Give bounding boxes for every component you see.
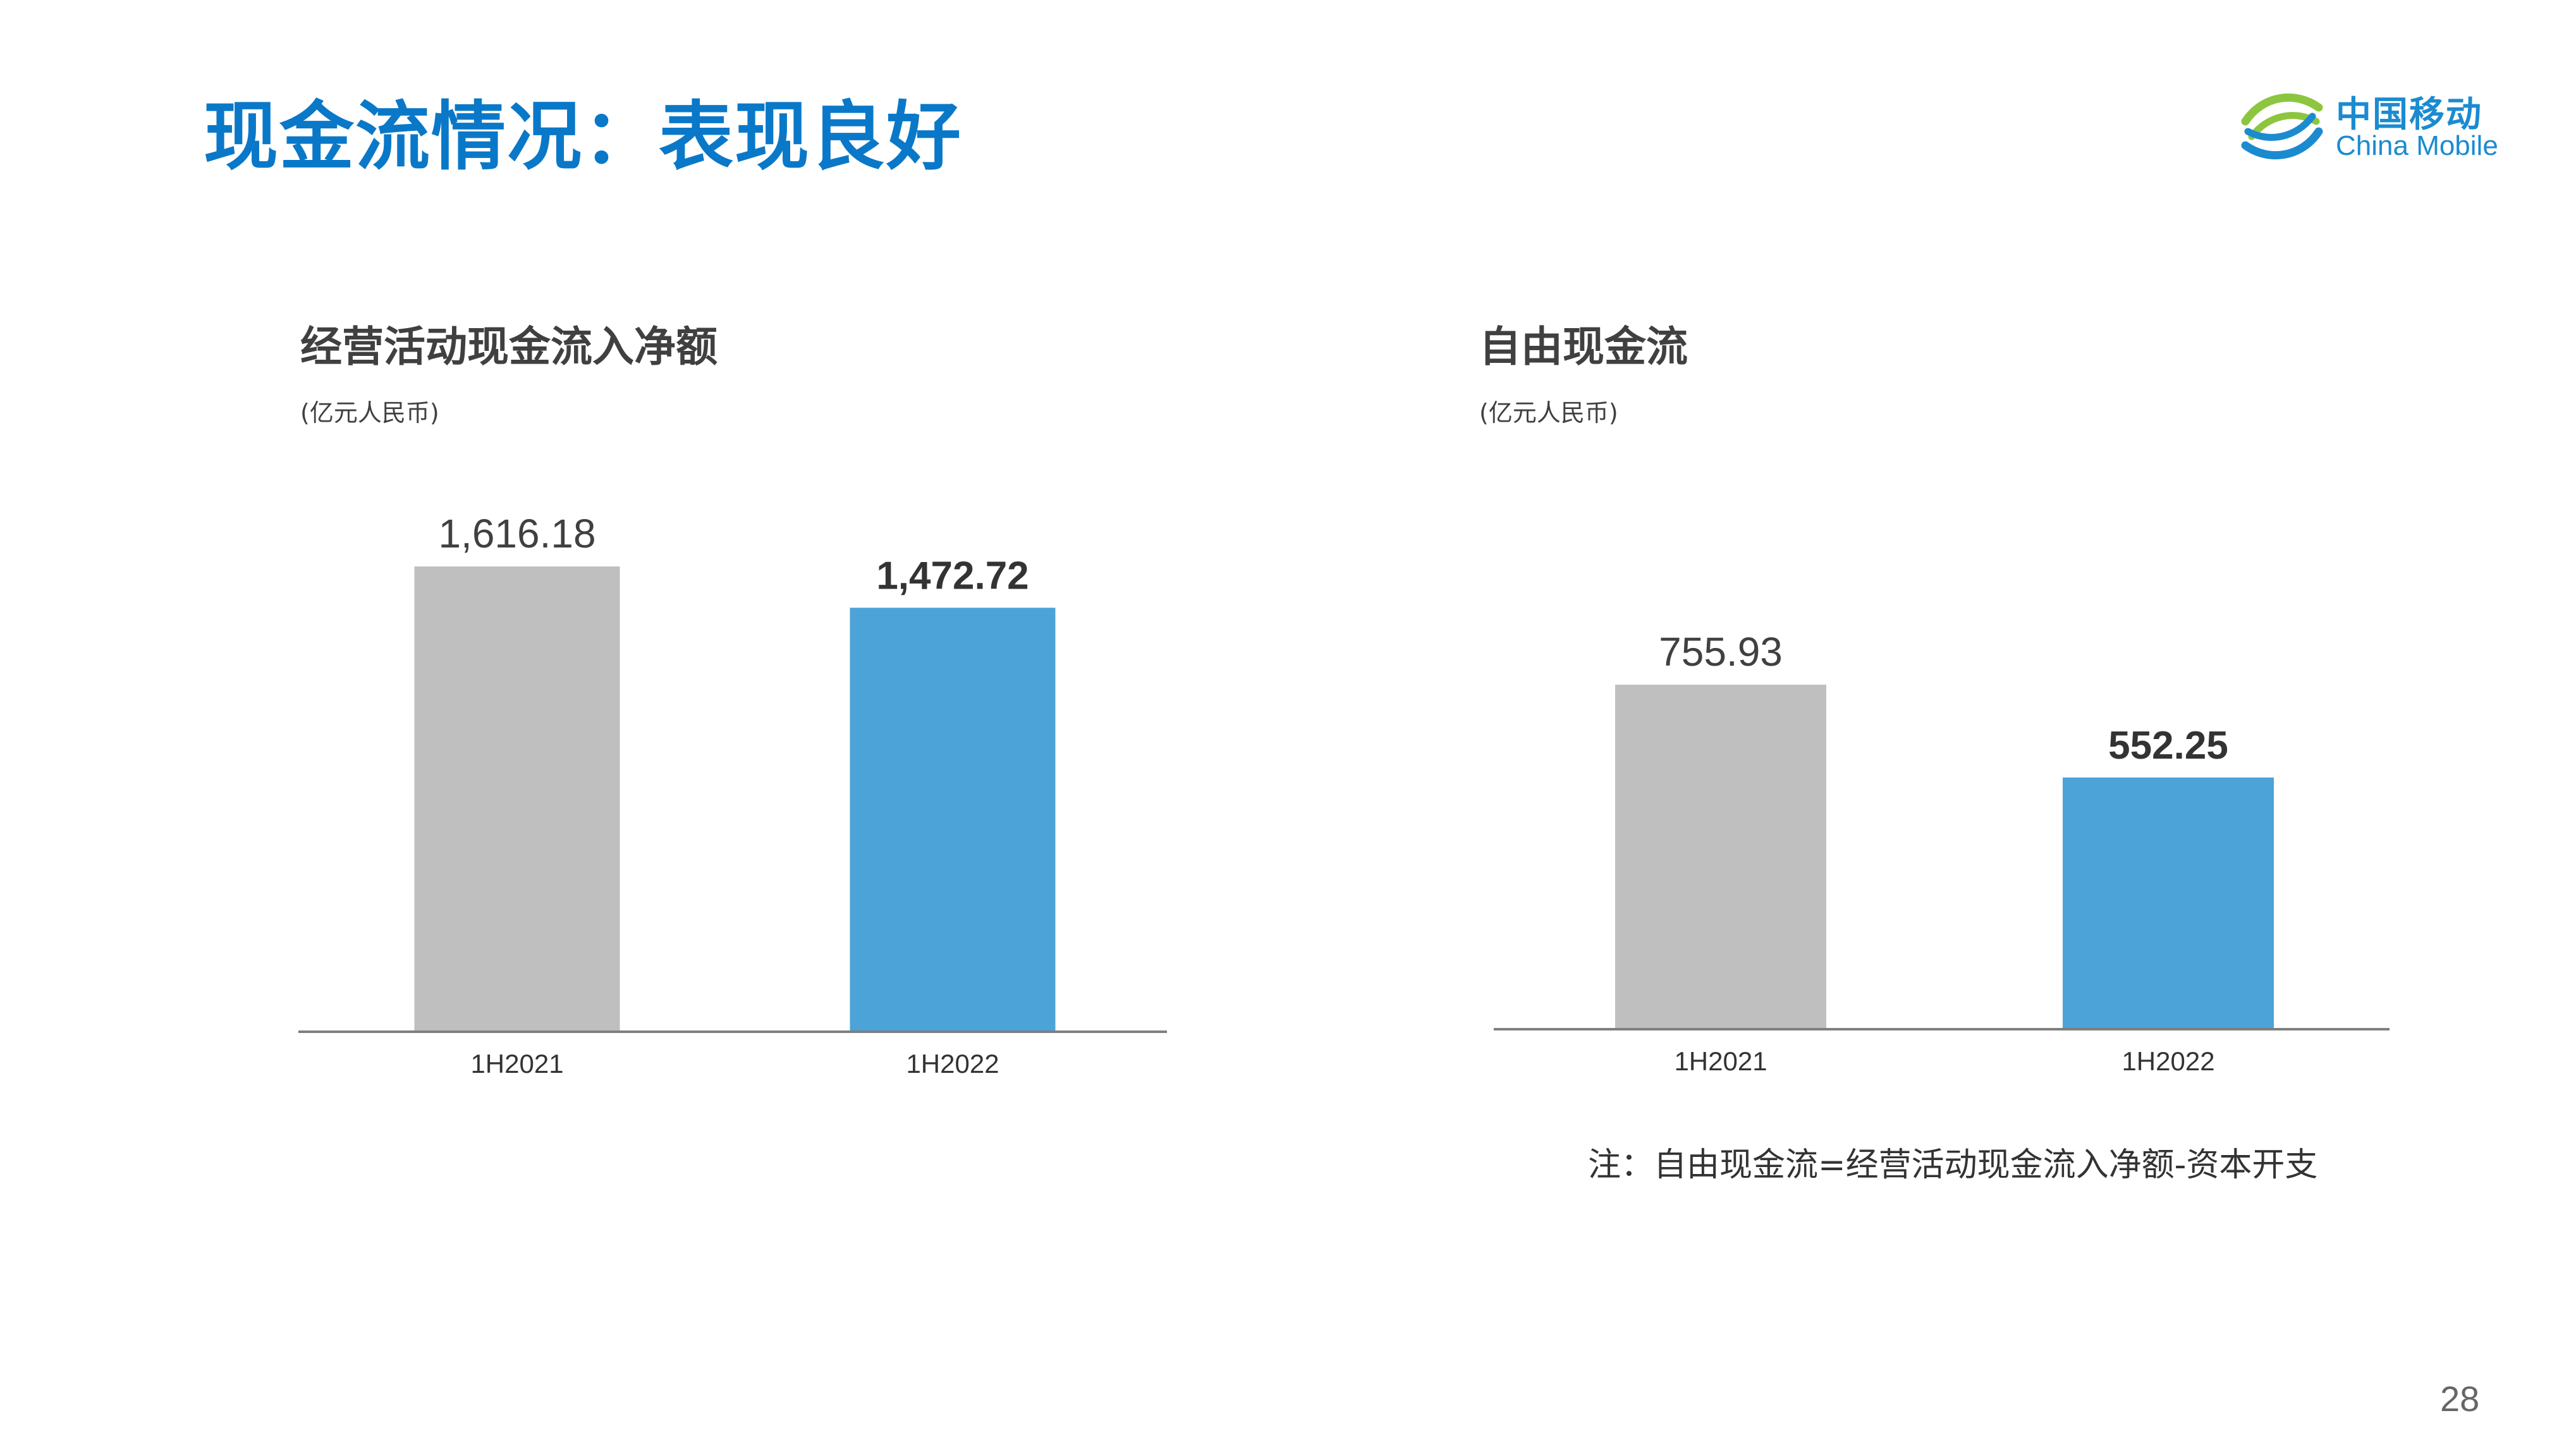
chart-2: 755.93 1H2021 552.25 1H2022 — [1494, 629, 2390, 1076]
footnote: 注：自由现金流=经营活动现金流入净额-资本开支 — [1588, 1146, 2318, 1184]
logo-text-cn: 中国移动 — [2336, 94, 2482, 135]
chart-1: 1,616.18 1H2021 1,472.72 1H2022 — [298, 511, 1167, 1079]
chart-2-unit: (亿元人民币) — [1479, 399, 1618, 427]
chart-1-category-label-1h2021: 1H2021 — [470, 1049, 563, 1079]
chart-1-value-label-1h2021: 1,616.18 — [438, 511, 595, 556]
chart-1-bar-1h2021 — [414, 566, 620, 1032]
page-number: 28 — [2440, 1379, 2480, 1419]
chart-1-value-label-1h2022: 1,472.72 — [876, 554, 1029, 597]
chart-1-unit: (亿元人民币) — [300, 399, 439, 427]
chart-2-category-label-1h2021: 1H2021 — [1674, 1046, 1767, 1076]
chart-2-bar-1h2021 — [1615, 685, 1826, 1029]
chart-2-value-label-1h2021: 755.93 — [1659, 629, 1783, 675]
chart-1-bar-1h2022 — [850, 608, 1056, 1032]
chart-2-value-label-1h2022: 552.25 — [2108, 724, 2228, 767]
page-title: 现金流情况：表现良好 — [204, 93, 963, 180]
logo-text-en: China Mobile — [2336, 130, 2498, 161]
chart-2-category-label-1h2022: 1H2022 — [2121, 1046, 2214, 1076]
chart-2-title: 自由现金流 — [1479, 322, 1688, 371]
chart-1-category-label-1h2022: 1H2022 — [906, 1049, 999, 1079]
chart-1-title: 经营活动现金流入净额 — [300, 322, 717, 371]
china-mobile-logo-icon — [2241, 93, 2323, 160]
chart-2-bar-1h2022 — [2063, 777, 2274, 1029]
china-mobile-logo: 中国移动 China Mobile — [2238, 82, 2503, 177]
